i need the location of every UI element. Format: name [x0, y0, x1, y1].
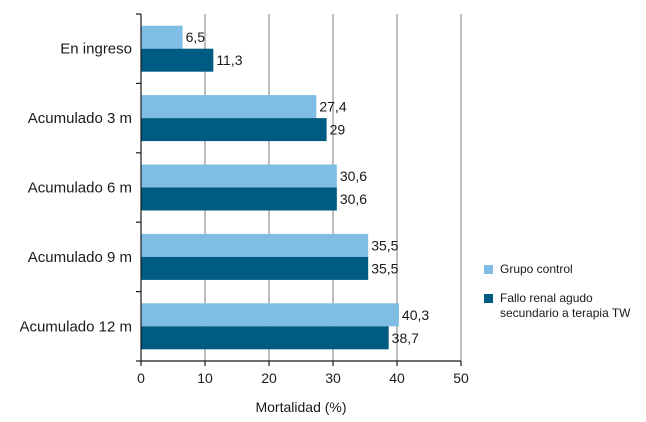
x-tick-label: 50 [453, 370, 469, 386]
bars [141, 25, 399, 350]
category-label: Acumulado 6 m [28, 180, 132, 197]
category-label: Acumulado 9 m [28, 249, 132, 266]
data-label: 35,5 [371, 260, 398, 276]
x-tick-label: 30 [325, 370, 341, 386]
bar [141, 48, 214, 72]
category-label: En ingreso [60, 41, 132, 58]
legend-swatch-tw [484, 294, 493, 303]
data-label: 30,6 [340, 191, 367, 207]
bar [141, 25, 183, 49]
x-tick-label: 0 [137, 370, 145, 386]
data-label: 11,3 [216, 52, 242, 68]
bar [141, 95, 317, 119]
bar [141, 164, 337, 188]
bar [141, 256, 369, 280]
data-label: 40,3 [402, 307, 429, 323]
category-label: Acumulado 3 m [28, 110, 132, 127]
data-label: 38,7 [392, 330, 419, 346]
axes [136, 13, 462, 366]
data-label: 30,6 [340, 168, 367, 184]
legend-item-control: Grupo control [484, 262, 644, 277]
category-labels: En ingreso Acumulado 3 m Acumulado 6 m Acum… [19, 41, 132, 336]
category-label: Acumulado 12 m [19, 318, 132, 335]
data-labels: 6,5 11,3 27,4 29 30,6 30,6 35,5 35,5 40,3 38,7 [186, 29, 430, 346]
bar [141, 233, 369, 257]
legend-label-control: Grupo control [500, 262, 573, 276]
x-tick-label: 20 [261, 370, 277, 386]
data-label: 6,5 [186, 29, 206, 45]
legend: Grupo control Fallo renal agudo secundar… [484, 262, 644, 335]
x-tick-labels: 0 10 20 30 40 50 [137, 370, 469, 386]
x-tick-label: 10 [197, 370, 213, 386]
bar [141, 326, 389, 350]
data-label: 27,4 [319, 99, 346, 115]
data-label: 29 [330, 122, 346, 138]
bar [141, 303, 399, 327]
bar [141, 118, 327, 142]
legend-item-tw: Fallo renal agudo secundario a terapia T… [484, 291, 644, 321]
data-label: 35,5 [371, 237, 398, 253]
x-axis-title: Mortalidad (%) [255, 399, 346, 415]
bar [141, 187, 337, 211]
x-tick-label: 40 [389, 370, 405, 386]
legend-swatch-control [484, 265, 493, 274]
legend-label-tw: Fallo renal agudo secundario a terapia T… [500, 291, 631, 320]
